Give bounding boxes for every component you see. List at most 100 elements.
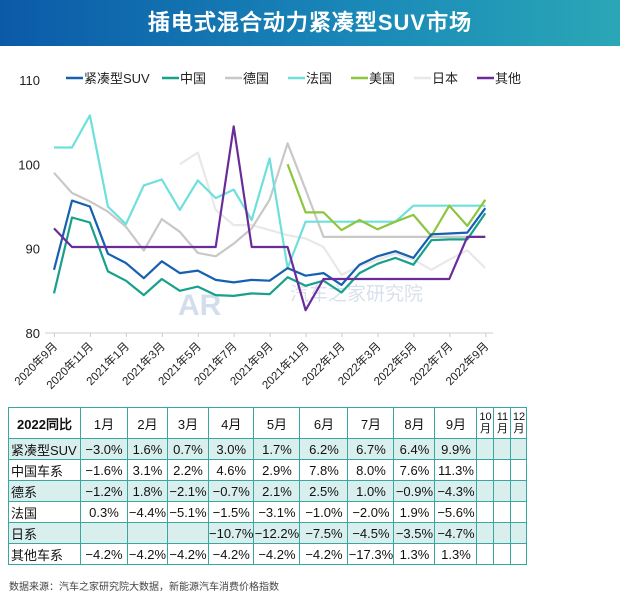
y-tick-label: 100 <box>18 157 40 172</box>
table-cell: −0.9% <box>393 480 436 502</box>
table-cell: 2.1% <box>253 480 301 502</box>
column-header: 4月 <box>207 407 255 439</box>
table-cell <box>127 522 168 544</box>
table-cell: 6.4% <box>393 438 436 460</box>
legend-label: 德国 <box>243 71 269 86</box>
table-cell: 7.6% <box>393 459 436 481</box>
column-header: 12月 <box>510 407 528 439</box>
table-cell <box>493 522 512 544</box>
table-cell: −4.2% <box>299 543 349 565</box>
column-header: 11月 <box>493 407 512 439</box>
table-row: 紧凑型SUV −3.0% 1.6% 0.7% 3.0% 1.7% 6.2% 6.7% 6.4% 9… <box>8 438 528 460</box>
table-cell: −1.0% <box>299 501 349 523</box>
table-cell: −4.7% <box>434 522 478 544</box>
table-cell: 1.8% <box>127 480 168 502</box>
table-cell: −1.6% <box>80 459 128 481</box>
table-cell: −12.2% <box>253 522 301 544</box>
table-cell: −4.4% <box>127 501 168 523</box>
y-tick-label: 80 <box>26 326 40 341</box>
table-cell <box>510 501 528 523</box>
table-cell: −4.2% <box>127 543 168 565</box>
table-cell: 9.9% <box>434 438 478 460</box>
row-label: 德系 <box>8 480 81 502</box>
table-cell <box>510 459 528 481</box>
legend-label: 日本 <box>432 71 458 86</box>
table-cell: −2.0% <box>347 501 395 523</box>
table-row: 法国 0.3% −4.4% −5.1% −1.5% −3.1% −1.0% −2.0% 1.9%… <box>8 501 528 523</box>
table-cell: 6.7% <box>347 438 395 460</box>
table-cell <box>510 480 528 502</box>
series-line-紧凑型SUV <box>52 199 487 286</box>
table-cell: −1.5% <box>207 501 255 523</box>
table-row: 日系 −10.7% −12.2% −7.5% −4.5% −3.5% −4.7% <box>8 522 528 544</box>
table-row: 德系 −1.2% 1.8% −2.1% −0.7% 2.1% 2.5% 1.0% −0.9% −4… <box>8 480 528 502</box>
table-cell <box>493 480 512 502</box>
table-cell <box>493 501 512 523</box>
row-label: 中国车系 <box>8 459 81 481</box>
table-cell <box>493 438 512 460</box>
table-cell <box>510 438 528 460</box>
y-tick-label: 110 <box>19 73 40 88</box>
legend-label: 紧凑型SUV <box>84 71 150 86</box>
table-cell: 7.8% <box>299 459 349 481</box>
table-cell: −4.5% <box>347 522 395 544</box>
table-cell: −3.0% <box>80 438 128 460</box>
table-cell: 4.6% <box>207 459 255 481</box>
data-source: 数据来源：汽车之家研究院大数据，新能源汽车消费价格指数 <box>9 582 279 593</box>
table-cell: −4.3% <box>434 480 478 502</box>
table-cell: 2.2% <box>167 459 209 481</box>
table-cell: 11.3% <box>434 459 478 481</box>
table-corner: 2022同比 <box>8 407 81 439</box>
table-cell: 0.3% <box>80 501 128 523</box>
table-cell: 2.9% <box>253 459 301 481</box>
watermark: 汽车之家研究院 <box>290 283 423 305</box>
series-line-法国 <box>54 114 486 270</box>
table-cell: 6.2% <box>299 438 349 460</box>
table-cell <box>167 522 209 544</box>
table-cell: −3.5% <box>393 522 436 544</box>
column-header: 3月 <box>167 407 209 439</box>
table-cell: −0.7% <box>207 480 255 502</box>
table-cell: −2.1% <box>167 480 209 502</box>
table-cell: −3.1% <box>253 501 301 523</box>
row-label: 紧凑型SUV <box>8 438 81 460</box>
page-title: 插电式混合动力紧凑型SUV市场 <box>0 0 620 46</box>
table-cell <box>510 543 528 565</box>
table-cell <box>476 480 495 502</box>
series-line-德国 <box>53 142 486 258</box>
series-line-日本 <box>179 151 487 276</box>
series-line-中国 <box>52 212 487 297</box>
column-header: 9月 <box>434 407 478 439</box>
table-cell: −4.2% <box>253 543 301 565</box>
table-cell: −4.2% <box>80 543 128 565</box>
column-header: 10月 <box>476 407 495 439</box>
yoy-table: 2022同比 1月 2月 3月 4月 5月 6月 7月 8月 9月 10月 11月 12月 紧凑型SUV −… <box>8 407 528 565</box>
table-cell: −17.3% <box>347 543 395 565</box>
table-cell: 8.0% <box>347 459 395 481</box>
column-header: 8月 <box>393 407 436 439</box>
table-cell: 0.7% <box>167 438 209 460</box>
table-cell: 3.1% <box>127 459 168 481</box>
legend-label: 其他 <box>495 71 521 86</box>
table-cell <box>493 459 512 481</box>
row-label: 法国 <box>8 501 81 523</box>
table-cell <box>510 522 528 544</box>
table-cell: −5.1% <box>167 501 209 523</box>
table-cell: 1.9% <box>393 501 436 523</box>
table-cell: −10.7% <box>207 522 255 544</box>
row-label: 日系 <box>8 522 81 544</box>
table-cell <box>80 522 128 544</box>
table-cell <box>476 438 495 460</box>
table-cell: 1.3% <box>393 543 436 565</box>
table-cell: 2.5% <box>299 480 349 502</box>
legend-label: 法国 <box>306 71 332 86</box>
table-cell: 1.7% <box>253 438 301 460</box>
table-cell: 1.6% <box>127 438 168 460</box>
line-chart: 汽车之家研究院AR80901001102020年9月2020年11月2021年1… <box>11 71 521 392</box>
series-line-美国 <box>286 163 487 238</box>
table-row: 中国车系 −1.6% 3.1% 2.2% 4.6% 2.9% 7.8% 8.0% 7.6% 11.… <box>8 459 528 481</box>
table-cell <box>476 501 495 523</box>
column-header: 6月 <box>299 407 349 439</box>
table-cell: −1.2% <box>80 480 128 502</box>
table-cell: 1.3% <box>434 543 478 565</box>
